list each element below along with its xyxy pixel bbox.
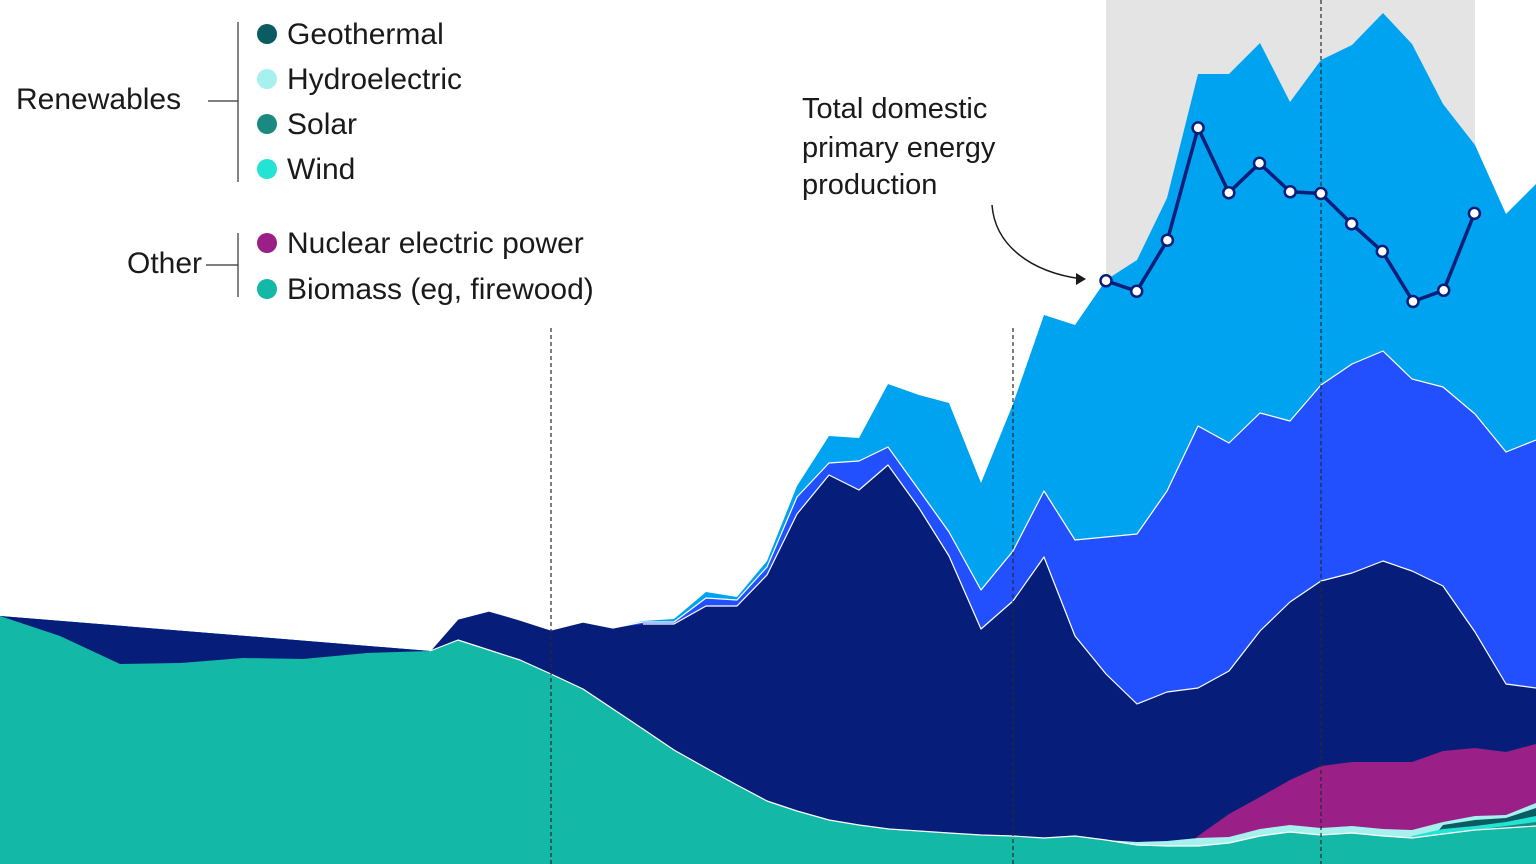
legend-label-wind: Wind xyxy=(287,153,355,186)
boundary-crude-oil xyxy=(429,350,1536,652)
legend: Renewables Geothermal Hydroelectric Sola… xyxy=(16,18,594,306)
total-production-point xyxy=(1314,186,1328,201)
total-production-point xyxy=(1160,233,1175,247)
legend-swatch-biomass xyxy=(257,279,277,299)
boundary-natural-gas xyxy=(643,464,1536,705)
total-production-point xyxy=(1283,185,1297,199)
total-production-point xyxy=(1436,283,1451,298)
legend-swatch-hydroelectric xyxy=(257,69,277,89)
total-production-point xyxy=(1344,217,1359,231)
total-production-point xyxy=(1222,185,1236,200)
legend-label-biomass: Biomass (eg, firewood) xyxy=(287,273,594,306)
annotation-arrow xyxy=(991,204,1083,280)
annotation-line-1: Total domestic xyxy=(802,93,987,125)
total-production-line xyxy=(1099,121,1482,309)
annotation-line-3: production xyxy=(802,169,937,201)
legend-group-other: Other xyxy=(127,247,202,280)
legend-label-geothermal: Geothermal xyxy=(287,18,444,51)
legend-swatch-nuclear xyxy=(257,233,277,253)
legend-group-renewables: Renewables xyxy=(16,83,181,116)
layer-boundaries xyxy=(429,350,1536,847)
reference-lines xyxy=(550,0,1322,864)
total-production-point xyxy=(1406,294,1420,309)
total-production-point xyxy=(1252,156,1267,171)
annotation-arrowhead xyxy=(1076,273,1086,285)
legend-label-solar: Solar xyxy=(287,108,357,141)
legend-swatch-wind xyxy=(257,159,277,179)
legend-swatch-solar xyxy=(257,114,277,134)
total-production-point xyxy=(1129,284,1144,298)
legend-swatch-geothermal xyxy=(257,24,277,44)
legend-label-nuclear: Nuclear electric power xyxy=(287,227,584,260)
total-production-point xyxy=(1099,274,1113,288)
total-production-point xyxy=(1191,121,1205,135)
boundary-biomass xyxy=(429,639,1536,847)
total-production-point xyxy=(1375,244,1390,259)
area-biomass xyxy=(0,616,1536,864)
area-layers xyxy=(0,13,1536,864)
legend-label-hydroelectric: Hydroelectric xyxy=(287,63,462,96)
annotation-line-2: primary energy xyxy=(802,132,996,164)
total-production-point xyxy=(1467,206,1482,221)
annotation: Total domestic primary energy production xyxy=(802,93,1086,285)
